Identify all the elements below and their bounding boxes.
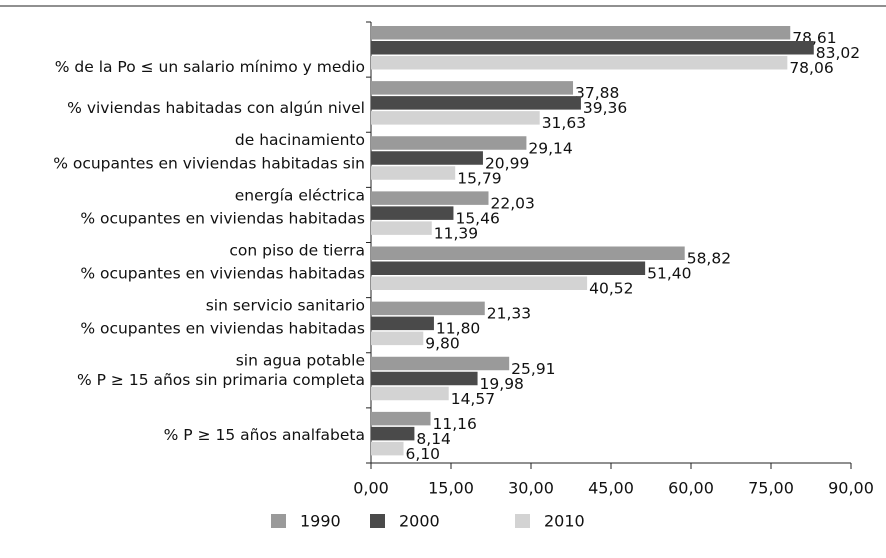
value-label: 19,98 — [480, 375, 524, 393]
value-label: 29,14 — [528, 139, 572, 157]
bar — [371, 371, 478, 386]
category-label: de hacinamiento — [235, 131, 365, 149]
category-label: % P ≥ 15 años sin primaria completa — [77, 371, 365, 389]
category-label: % ocupantes en viviendas habitadas — [80, 320, 365, 338]
bar — [371, 386, 449, 401]
bar — [371, 356, 510, 371]
bar — [371, 316, 434, 331]
value-label: 8,14 — [416, 430, 451, 448]
legend-label: 2000 — [399, 512, 440, 531]
category-label: % ocupantes en viviendas habitadas — [80, 209, 365, 227]
value-label: 31,63 — [542, 114, 586, 132]
category-label: % de la Po ≤ un salario mínimo y medio — [55, 58, 365, 76]
value-label: 40,52 — [589, 280, 633, 298]
category-label: % P ≥ 15 años analfabeta — [164, 426, 365, 444]
x-tick-label: 15,00 — [428, 479, 474, 498]
legend-label: 1990 — [300, 512, 341, 531]
bar — [371, 276, 588, 290]
value-label: 39,36 — [583, 99, 627, 117]
bar — [371, 41, 814, 55]
bar — [371, 441, 404, 456]
category-label: energía eléctrica — [235, 186, 365, 204]
legend-label: 2010 — [544, 512, 585, 531]
value-label: 11,39 — [434, 224, 478, 242]
bar — [371, 96, 581, 110]
value-label: 22,03 — [490, 194, 534, 212]
x-tick-label: 75,00 — [748, 479, 794, 498]
bar — [371, 151, 483, 165]
bar — [371, 261, 646, 275]
x-tick-label: 60,00 — [668, 479, 714, 498]
value-label: 11,16 — [433, 415, 477, 433]
value-label: 25,91 — [511, 360, 555, 378]
bar — [371, 221, 432, 235]
value-label: 15,79 — [457, 169, 501, 187]
value-label: 37,88 — [575, 84, 619, 102]
bar — [371, 56, 788, 70]
value-label: 51,40 — [647, 265, 691, 283]
value-label: 21,33 — [487, 305, 531, 323]
value-label: 6,10 — [406, 445, 441, 463]
x-tick-label: 0,00 — [353, 479, 389, 498]
value-label: 78,06 — [789, 59, 833, 77]
category-label: % viviendas habitadas con algún nivel — [67, 99, 365, 117]
value-label: 11,80 — [436, 320, 480, 338]
bar — [371, 301, 485, 316]
legend-swatch — [515, 514, 530, 528]
bar — [371, 426, 415, 441]
bar — [371, 166, 456, 180]
value-label: 14,57 — [451, 390, 495, 408]
bar — [371, 246, 685, 260]
category-label: % ocupantes en viviendas habitadas — [80, 265, 365, 283]
value-label: 83,02 — [816, 44, 860, 62]
bar — [371, 26, 791, 40]
bar — [371, 411, 431, 426]
x-tick-label: 90,00 — [828, 479, 874, 498]
value-label: 15,46 — [455, 209, 499, 227]
legend-swatch — [370, 514, 385, 528]
x-tick-label: 30,00 — [508, 479, 554, 498]
value-label: 58,82 — [687, 250, 731, 268]
category-label: sin servicio sanitario — [206, 297, 365, 315]
bar — [371, 206, 454, 220]
category-label: con piso de tierra — [229, 241, 365, 259]
bar — [371, 136, 527, 150]
category-label: % ocupantes en viviendas habitadas sin — [53, 154, 365, 172]
bar — [371, 81, 574, 95]
value-label: 9,80 — [425, 335, 460, 353]
legend-swatch — [271, 514, 286, 528]
value-label: 20,99 — [485, 154, 529, 172]
bar — [371, 331, 424, 346]
bar — [371, 111, 540, 125]
bar — [371, 191, 489, 205]
category-label: sin agua potable — [236, 352, 365, 370]
x-tick-label: 45,00 — [588, 479, 634, 498]
